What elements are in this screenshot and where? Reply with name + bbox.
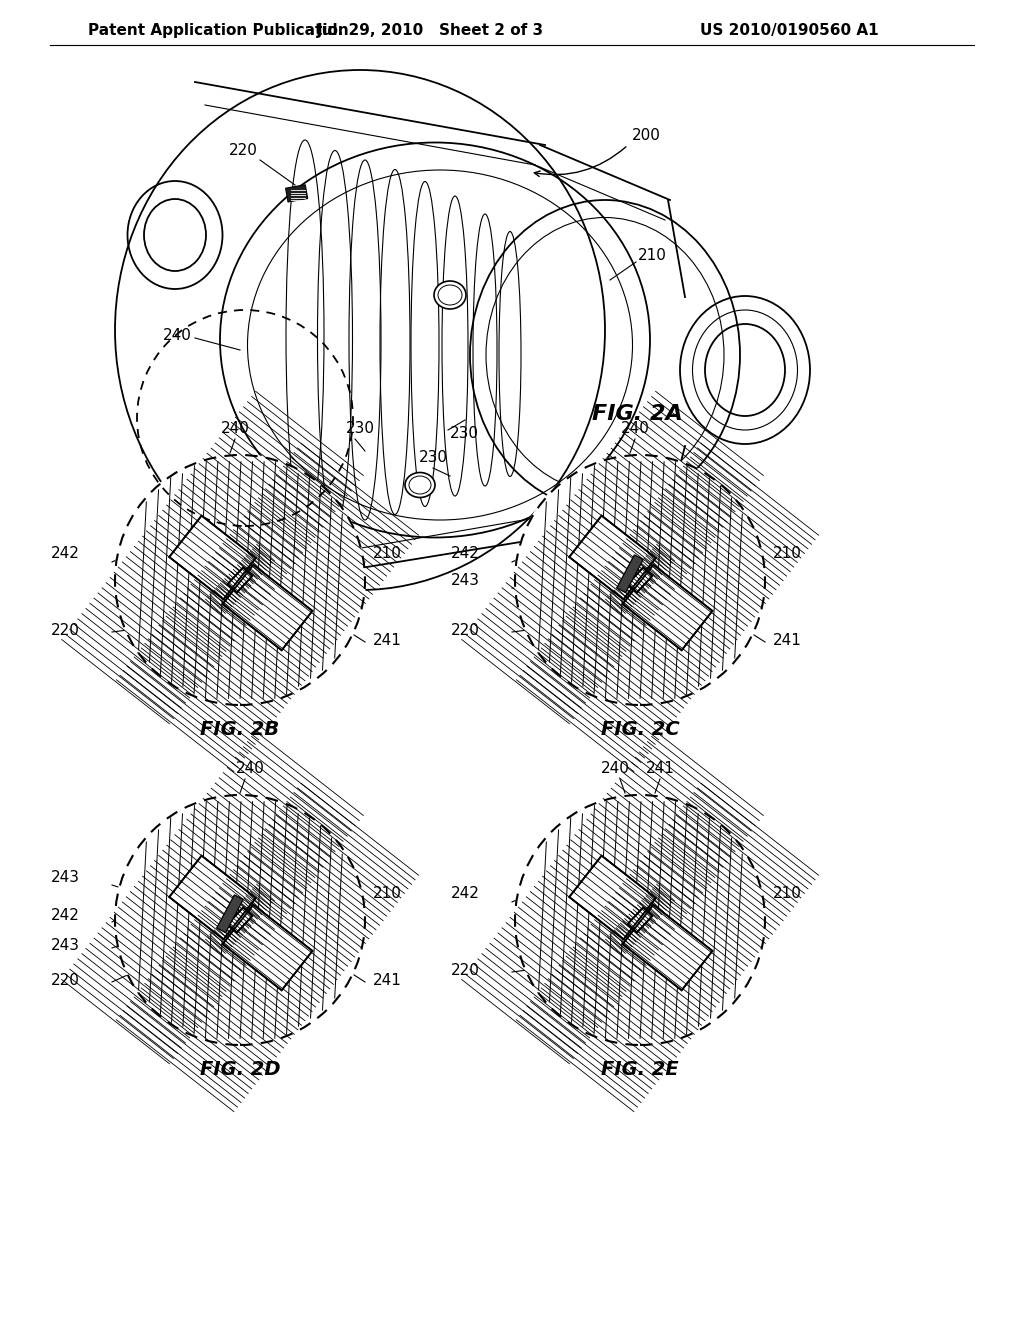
Text: 240: 240 bbox=[621, 421, 649, 436]
Text: 242: 242 bbox=[452, 886, 480, 902]
Polygon shape bbox=[169, 516, 256, 599]
Text: US 2010/0190560 A1: US 2010/0190560 A1 bbox=[700, 22, 879, 37]
Text: FIG. 2E: FIG. 2E bbox=[601, 1060, 679, 1078]
Text: FIG. 2B: FIG. 2B bbox=[201, 719, 280, 739]
Text: 241: 241 bbox=[645, 762, 675, 776]
Text: 210: 210 bbox=[373, 546, 401, 561]
Polygon shape bbox=[628, 568, 652, 593]
Ellipse shape bbox=[434, 281, 466, 309]
Text: 241: 241 bbox=[773, 634, 802, 648]
Ellipse shape bbox=[438, 285, 462, 305]
Polygon shape bbox=[616, 554, 643, 593]
Circle shape bbox=[114, 795, 366, 1045]
Polygon shape bbox=[222, 565, 312, 651]
Text: 242: 242 bbox=[51, 546, 80, 561]
Text: 243: 243 bbox=[51, 939, 80, 953]
Text: FIG. 2D: FIG. 2D bbox=[200, 1060, 281, 1078]
Text: FIG. 2A: FIG. 2A bbox=[592, 404, 683, 424]
Text: 230: 230 bbox=[419, 450, 447, 465]
Text: 220: 220 bbox=[229, 143, 258, 158]
Text: 241: 241 bbox=[373, 973, 401, 987]
Text: 220: 220 bbox=[452, 623, 480, 638]
Polygon shape bbox=[227, 908, 252, 932]
Text: FIG. 2C: FIG. 2C bbox=[601, 719, 679, 739]
Bar bbox=[286, 185, 307, 202]
Polygon shape bbox=[217, 895, 244, 933]
Text: 243: 243 bbox=[451, 573, 480, 587]
Circle shape bbox=[114, 454, 366, 706]
Polygon shape bbox=[623, 904, 713, 990]
Polygon shape bbox=[169, 855, 256, 940]
Text: Jul. 29, 2010   Sheet 2 of 3: Jul. 29, 2010 Sheet 2 of 3 bbox=[316, 22, 544, 37]
Text: 230: 230 bbox=[450, 426, 479, 441]
Text: 240: 240 bbox=[600, 762, 630, 776]
Ellipse shape bbox=[409, 477, 431, 494]
Polygon shape bbox=[222, 904, 312, 990]
Polygon shape bbox=[569, 855, 655, 940]
Text: 210: 210 bbox=[373, 886, 401, 902]
Text: 240: 240 bbox=[236, 762, 264, 776]
Text: 220: 220 bbox=[51, 623, 80, 638]
Text: 210: 210 bbox=[773, 886, 802, 902]
Polygon shape bbox=[569, 516, 655, 599]
Text: 241: 241 bbox=[373, 634, 401, 648]
Text: 240: 240 bbox=[220, 421, 250, 436]
Text: 242: 242 bbox=[452, 546, 480, 561]
Ellipse shape bbox=[406, 473, 435, 498]
Text: 210: 210 bbox=[773, 546, 802, 561]
Polygon shape bbox=[227, 568, 252, 593]
Polygon shape bbox=[628, 908, 652, 932]
Text: 200: 200 bbox=[632, 128, 660, 143]
Text: 210: 210 bbox=[638, 248, 667, 263]
Text: Patent Application Publication: Patent Application Publication bbox=[88, 22, 349, 37]
Text: 220: 220 bbox=[452, 964, 480, 978]
Text: 240: 240 bbox=[163, 327, 193, 343]
Polygon shape bbox=[623, 565, 713, 651]
Circle shape bbox=[514, 454, 766, 706]
Text: 243: 243 bbox=[51, 870, 80, 884]
Text: 242: 242 bbox=[51, 908, 80, 923]
Text: 230: 230 bbox=[345, 421, 375, 436]
Circle shape bbox=[514, 795, 766, 1045]
Text: 220: 220 bbox=[51, 973, 80, 987]
